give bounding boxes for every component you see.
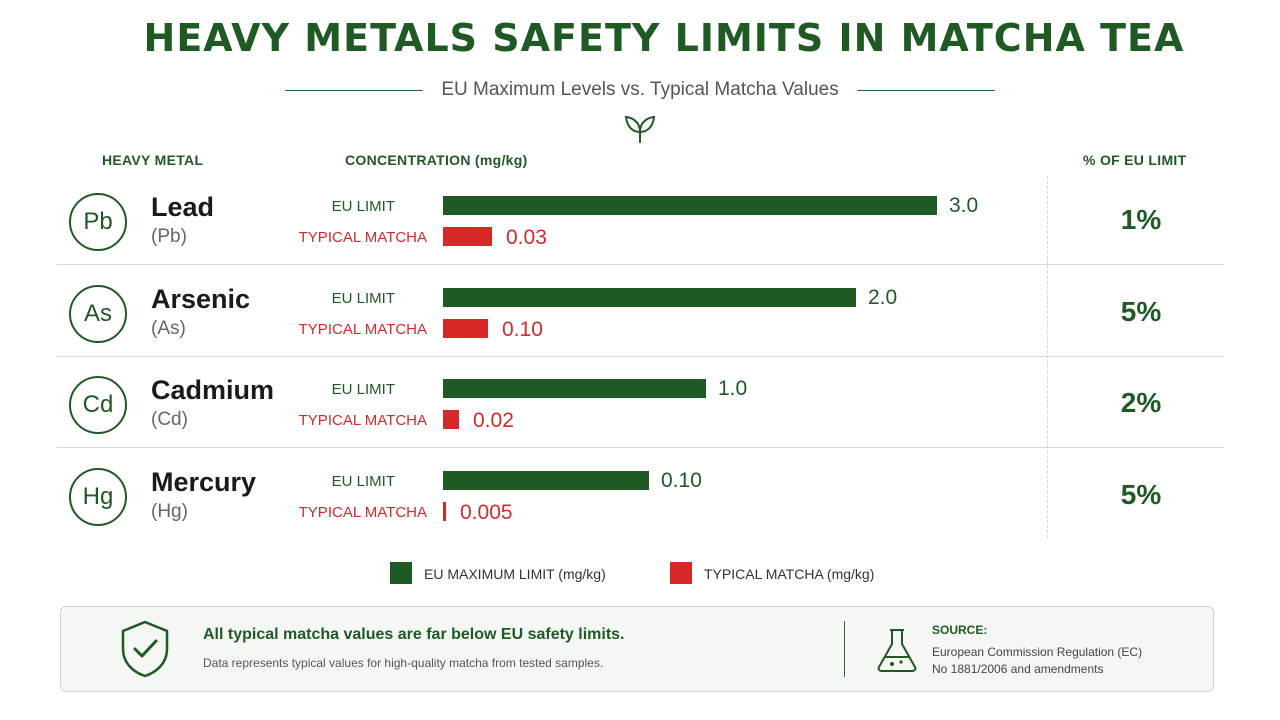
typical-matcha-bar <box>443 227 492 246</box>
legend-swatch-typical <box>670 562 692 584</box>
element-symbol-badge: As <box>69 284 127 343</box>
metal-row <box>57 173 1224 265</box>
eu-limit-label: EU LIMIT <box>331 472 395 490</box>
column-header-metal: HEAVY METAL <box>102 152 204 168</box>
typical-matcha-value: 0.005 <box>460 500 513 524</box>
column-header-concentration: CONCENTRATION (mg/kg) <box>345 152 528 168</box>
page-title: HEAVY METALS SAFETY LIMITS IN MATCHA TEA <box>143 16 1185 60</box>
percent-of-eu-limit: 1% <box>1120 204 1162 235</box>
footer-divider <box>844 621 845 677</box>
source-line-2: No 1881/2006 and amendments <box>932 662 1104 676</box>
metal-name: Lead <box>151 192 215 222</box>
eu-limit-bar <box>443 196 937 215</box>
typical-matcha-label: TYPICAL MATCHA <box>298 229 427 246</box>
typical-matcha-label: TYPICAL MATCHA <box>298 503 427 521</box>
metal-name: Cadmium <box>151 375 275 405</box>
element-symbol-badge: Hg <box>69 467 127 526</box>
metal-row <box>57 265 1224 357</box>
metal-symbol: (Hg) <box>151 500 188 522</box>
subtitle-rule-right <box>856 89 996 91</box>
eu-limit-bar <box>443 287 856 307</box>
typical-matcha-value: 0.10 <box>502 317 543 341</box>
typical-matcha-bar <box>443 501 446 521</box>
footer-note: Data represents typical values for high-… <box>203 656 604 670</box>
column-header-percent: % OF EU LIMIT <box>1083 152 1187 168</box>
typical-matcha-bar <box>443 410 459 429</box>
eu-limit-bar <box>443 379 706 398</box>
element-symbol-badge: Cd <box>69 376 127 434</box>
eu-limit-value: 3.0 <box>949 194 979 217</box>
subtitle: EU Maximum Levels vs. Typical Matcha Val… <box>441 79 839 100</box>
element-symbol-badge: Pb <box>69 193 127 251</box>
typical-matcha-value: 0.03 <box>506 226 547 249</box>
metal-symbol: (Pb) <box>151 226 187 247</box>
typical-matcha-value: 0.02 <box>473 409 514 432</box>
column-divider <box>1047 176 1048 538</box>
percent-of-eu-limit: 2% <box>1120 387 1162 418</box>
typical-matcha-label: TYPICAL MATCHA <box>298 412 427 429</box>
eu-limit-value: 0.10 <box>661 468 702 492</box>
percent-of-eu-limit: 5% <box>1120 478 1162 510</box>
metal-name: Arsenic <box>151 283 251 314</box>
metal-symbol: (As) <box>151 317 186 339</box>
source-line-1: European Commission Regulation (EC) <box>932 645 1143 659</box>
typical-matcha-label: TYPICAL MATCHA <box>298 320 427 338</box>
legend-label-eu: EU MAXIMUM LIMIT (mg/kg) <box>424 566 606 582</box>
legend-label-typical: TYPICAL MATCHA (mg/kg) <box>704 566 875 582</box>
eu-limit-label: EU LIMIT <box>331 198 395 215</box>
leaf-icon <box>624 115 656 143</box>
source-heading: SOURCE: <box>932 623 988 637</box>
legend-swatch-eu <box>390 562 412 584</box>
subtitle-rule-left <box>285 89 424 91</box>
metal-symbol: (Cd) <box>151 409 188 430</box>
eu-limit-value: 2.0 <box>868 285 898 309</box>
shield-check-icon <box>121 620 169 678</box>
footer-message: All typical matcha values are far below … <box>203 626 625 643</box>
metal-name: Mercury <box>151 466 257 497</box>
metal-row <box>57 356 1224 448</box>
flask-icon <box>877 629 917 672</box>
eu-limit-label: EU LIMIT <box>331 381 395 398</box>
subtitle-row: EU Maximum Levels vs. Typical Matcha Val… <box>285 76 996 104</box>
eu-limit-value: 1.0 <box>718 377 748 400</box>
eu-limit-bar <box>443 470 649 490</box>
percent-of-eu-limit: 5% <box>1120 295 1162 327</box>
typical-matcha-bar <box>443 318 488 338</box>
eu-limit-label: EU LIMIT <box>331 289 395 307</box>
footer-panel: All typical matcha values are far below … <box>60 606 1214 692</box>
